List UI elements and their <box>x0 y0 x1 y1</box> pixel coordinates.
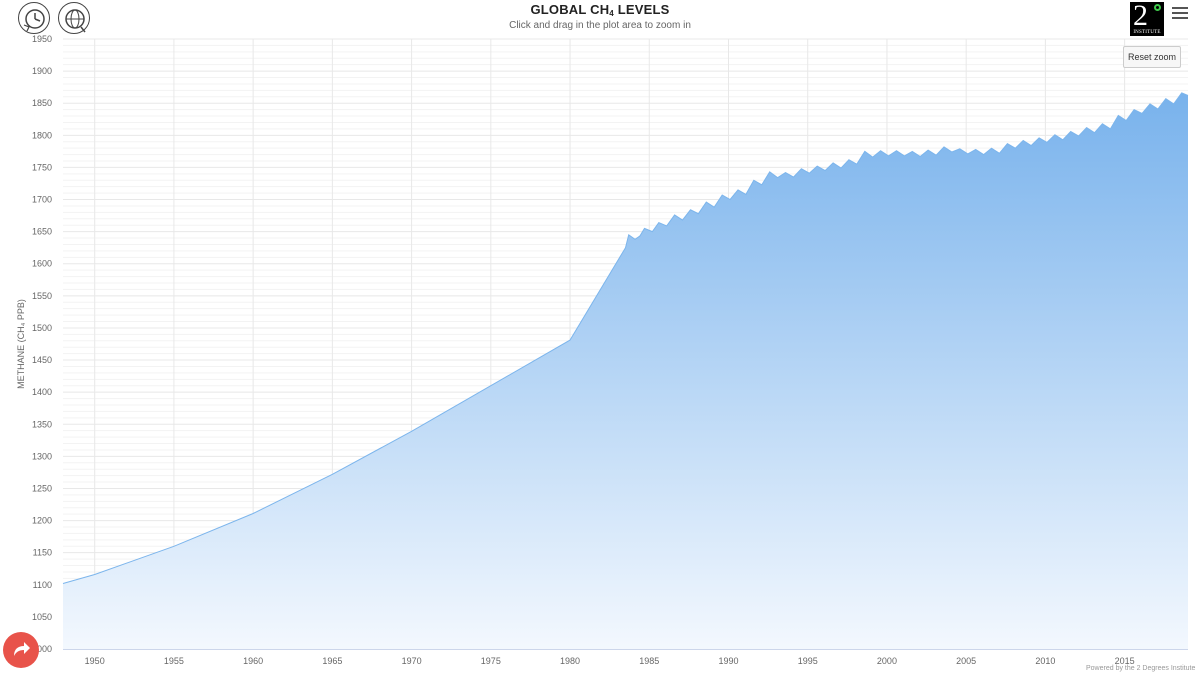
x-tick-label: 1965 <box>322 656 342 666</box>
two-degrees-institute-logo[interactable]: 2 INSTITUTE <box>1130 0 1164 36</box>
y-tick-label: 1850 <box>32 98 52 108</box>
menu-bar-3 <box>1172 17 1188 19</box>
y-tick-label: 1150 <box>33 548 52 558</box>
share-button[interactable] <box>3 632 39 668</box>
y-tick-label: 1650 <box>32 227 52 237</box>
x-tick-label: 2005 <box>956 656 976 666</box>
x-tick-label: 1975 <box>481 656 501 666</box>
x-tick-label: 2015 <box>1115 656 1135 666</box>
methane-area-fill <box>63 92 1188 649</box>
methane-series-line <box>62 92 1189 584</box>
chart-title-subscript: 4 <box>609 9 614 18</box>
y-tick-label: 1100 <box>33 580 52 590</box>
x-tick-label: 2000 <box>877 656 897 666</box>
x-tick-label: 1950 <box>85 656 105 666</box>
x-axis-tick-labels: 1950 1955 1960 1965 1970 1975 1980 1985 1990 1995… <box>85 656 1135 666</box>
y-tick-label: 1050 <box>32 612 52 622</box>
y-axis-tick-labels: 1000 1050 1100 1150 1200 1250 1300 1350 1400 1450… <box>32 34 52 654</box>
y-axis-title: METHANE (CH₄ PPB) <box>16 299 26 389</box>
x-tick-label: 1985 <box>639 656 659 666</box>
y-tick-label: 1550 <box>32 291 52 301</box>
x-tick-label: 2010 <box>1035 656 1055 666</box>
y-tick-label: 1250 <box>32 483 52 493</box>
y-tick-label: 1500 <box>32 323 52 333</box>
y-tick-label: 1350 <box>32 419 52 429</box>
chart-title: GLOBAL CH4 LEVELS <box>0 2 1200 18</box>
globe-icon[interactable] <box>58 2 90 34</box>
x-tick-label: 1980 <box>560 656 580 666</box>
menu-bar-2 <box>1172 12 1188 14</box>
y-tick-label: 1900 <box>32 66 52 76</box>
reset-zoom-button[interactable]: Reset zoom <box>1123 46 1181 68</box>
x-tick-label: 1990 <box>718 656 738 666</box>
menu-bar-1 <box>1172 7 1188 9</box>
y-tick-label: 1400 <box>32 387 52 397</box>
y-tick-label: 1450 <box>32 355 52 365</box>
x-tick-label: 1995 <box>798 656 818 666</box>
y-tick-label: 1700 <box>32 195 52 205</box>
share-arrow-icon <box>14 642 30 656</box>
y-tick-label: 1300 <box>32 451 52 461</box>
y-tick-label: 1950 <box>32 34 52 44</box>
y-tick-label: 1200 <box>32 516 52 526</box>
y-tick-label: 1800 <box>32 130 52 140</box>
chart-subtitle: Click and drag in the plot area to zoom … <box>509 20 691 31</box>
x-tick-label: 1970 <box>402 656 422 666</box>
brand-word: INSTITUTE <box>1133 30 1161 35</box>
degree-symbol-icon <box>1154 4 1161 11</box>
brand-numeral: 2 <box>1133 0 1148 32</box>
chart-credits: Powered by the 2 Degrees Institute <box>1086 665 1196 672</box>
y-tick-label: 1000 <box>32 644 52 654</box>
y-tick-label: 1600 <box>32 259 52 269</box>
hamburger-menu-icon[interactable] <box>1172 7 1188 21</box>
x-tick-label: 1955 <box>164 656 184 666</box>
x-tick-label: 1960 <box>243 656 263 666</box>
history-clock-icon[interactable] <box>18 2 50 34</box>
chart-title-tail: LEVELS <box>613 2 670 17</box>
chart-title-main: GLOBAL CH <box>530 2 610 17</box>
y-tick-label: 1750 <box>32 162 52 172</box>
